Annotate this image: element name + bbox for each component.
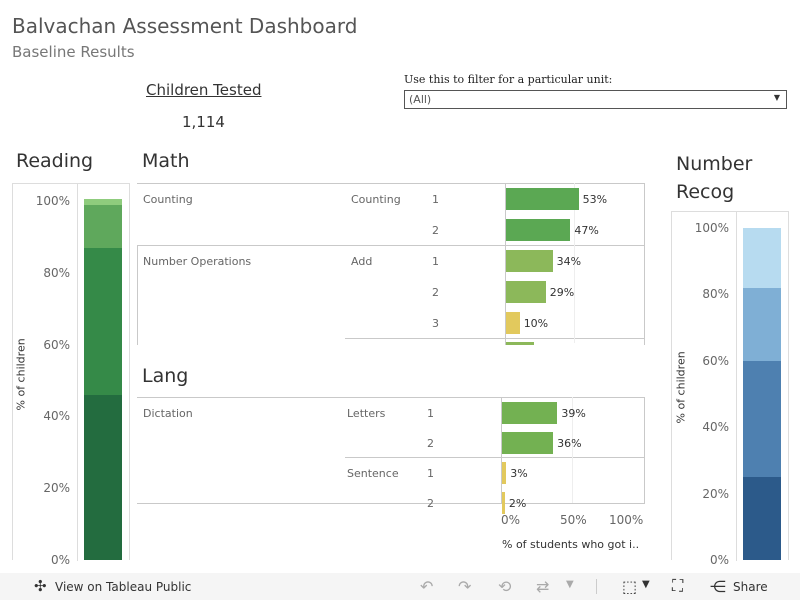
math-bar bbox=[506, 219, 571, 241]
lang-axis-tick: 0% bbox=[501, 513, 521, 527]
number-recog-axis-label: % of children bbox=[674, 351, 688, 424]
number_recog-tick: 60% bbox=[702, 353, 729, 368]
reading-tick: 40% bbox=[43, 409, 70, 424]
math-subcategory: Add bbox=[351, 255, 373, 268]
math-category: Counting bbox=[143, 193, 193, 206]
download-icon[interactable]: ⬚ bbox=[622, 577, 638, 596]
math-bar-label: 10% bbox=[523, 317, 549, 330]
lang-category: Dictation bbox=[143, 407, 193, 420]
number_recog-segment-2 bbox=[743, 360, 781, 477]
number_recog-segment-4 bbox=[743, 228, 781, 288]
chevron-down-icon[interactable]: ▼ bbox=[642, 579, 650, 590]
reading-segment-1 bbox=[84, 394, 122, 560]
lang-axis-tick: 50% bbox=[560, 513, 587, 527]
revert-icon[interactable]: ⟲ bbox=[498, 577, 512, 596]
reading-axis-label: % of children bbox=[14, 338, 28, 411]
number_recog-tick: 100% bbox=[694, 221, 729, 235]
reading-tick: 60% bbox=[43, 337, 70, 352]
reading-tick: 20% bbox=[43, 481, 70, 496]
math-subcategory: Counting bbox=[351, 193, 401, 206]
kpi-label: Children Tested bbox=[146, 81, 262, 99]
lang-subcategory: Sentence bbox=[347, 467, 399, 480]
lang-bar-label: 36% bbox=[557, 437, 582, 450]
unit-filter-select[interactable]: (All) ▼ bbox=[404, 90, 787, 109]
filter-label: Use this to filter for a particular unit… bbox=[404, 73, 613, 86]
math-bar bbox=[506, 250, 553, 272]
math-category: Number Operations bbox=[143, 255, 252, 268]
lang-bar-label: 2% bbox=[508, 497, 527, 510]
math-level: 2 bbox=[432, 286, 439, 299]
kpi-value: 1,114 bbox=[182, 113, 225, 131]
toolbar-divider bbox=[596, 579, 597, 594]
refresh-icon[interactable]: ⇄ bbox=[536, 577, 550, 596]
lang-table: Dictation Letters 1 39% 2 36% Sentence 1 3% 2 2% bbox=[137, 397, 645, 514]
math-level: 2 bbox=[432, 224, 439, 237]
lang-level: 1 bbox=[427, 467, 434, 480]
math-level: 1 bbox=[432, 193, 439, 206]
lang-axis-title: % of students who got i.. bbox=[502, 538, 640, 551]
fullscreen-icon[interactable]: ⛶ bbox=[672, 576, 684, 595]
number_recog-segment-3 bbox=[743, 287, 781, 361]
lang-axis-tick: 100% bbox=[609, 513, 644, 527]
lang-bar bbox=[502, 462, 507, 484]
math-bar bbox=[506, 188, 579, 210]
lang-bar bbox=[502, 402, 558, 424]
chevron-down-icon[interactable]: ▼ bbox=[566, 579, 574, 590]
reading-segment-2 bbox=[84, 247, 122, 395]
lang-bar bbox=[502, 432, 554, 454]
math-table: Counting Counting 1 53% 2 47% Number Operation… bbox=[137, 183, 645, 345]
reading-tick: 80% bbox=[43, 265, 70, 280]
number-recog-chart: 100% 80% 60% 40% 20% 0% bbox=[671, 211, 789, 567]
dashboard-subtitle: Baseline Results bbox=[12, 43, 135, 61]
lang-level: 1 bbox=[427, 407, 434, 420]
tableau-logo-icon[interactable]: ✣ bbox=[34, 577, 47, 595]
number_recog-tick: 0% bbox=[709, 553, 729, 567]
share-button[interactable]: Share bbox=[733, 580, 768, 594]
dashboard-title: Balvachan Assessment Dashboard bbox=[12, 14, 358, 38]
number_recog-tick: 80% bbox=[702, 287, 729, 302]
share-icon[interactable]: ⋲ bbox=[710, 577, 726, 596]
math-title: Math bbox=[142, 150, 190, 172]
lang-x-axis: 0% 50% 100% bbox=[501, 511, 644, 531]
reading-segment-4 bbox=[84, 199, 122, 205]
math-bar-label: 53% bbox=[582, 193, 608, 206]
reading-segment-3 bbox=[84, 204, 122, 248]
lang-level: 2 bbox=[427, 497, 434, 510]
lang-subcategory: Letters bbox=[347, 407, 386, 420]
reading-chart: 100% 80% 60% 40% 20% 0% bbox=[12, 183, 130, 567]
math-bar bbox=[506, 281, 546, 303]
math-bar-label: 47% bbox=[574, 224, 599, 237]
math-level: 1 bbox=[432, 255, 439, 268]
number_recog-tick: 40% bbox=[702, 420, 729, 435]
unit-filter-value: (All) bbox=[409, 93, 432, 106]
lang-bar-label: 39% bbox=[561, 407, 586, 420]
reading-title: Reading bbox=[16, 150, 94, 172]
math-bar-overflow bbox=[506, 342, 534, 345]
reading-tick: 0% bbox=[50, 553, 70, 567]
number-recog-title: Number Recog bbox=[676, 153, 753, 203]
redo-icon[interactable]: ↷ bbox=[458, 577, 472, 596]
undo-icon[interactable]: ↶ bbox=[420, 577, 434, 596]
math-level: 3 bbox=[432, 317, 439, 330]
reading-tick: 100% bbox=[35, 194, 70, 208]
lang-bar-label: 3% bbox=[510, 467, 528, 480]
view-on-tableau-link[interactable]: View on Tableau Public bbox=[55, 580, 192, 594]
footer-toolbar: ✣ View on Tableau Public ↶ ↷ ⟲ ⇄ ▼ ⬚ ▼ ⛶… bbox=[0, 573, 800, 600]
math-bar bbox=[506, 312, 520, 334]
number_recog-segment-1 bbox=[743, 477, 781, 560]
math-bar-label: 29% bbox=[549, 286, 575, 299]
lang-level: 2 bbox=[427, 437, 434, 450]
chevron-down-icon[interactable]: ▼ bbox=[773, 93, 780, 102]
lang-bar bbox=[502, 492, 505, 514]
lang-title: Lang bbox=[142, 365, 189, 387]
number_recog-tick: 20% bbox=[702, 486, 729, 501]
math-bar-label: 34% bbox=[556, 255, 582, 268]
